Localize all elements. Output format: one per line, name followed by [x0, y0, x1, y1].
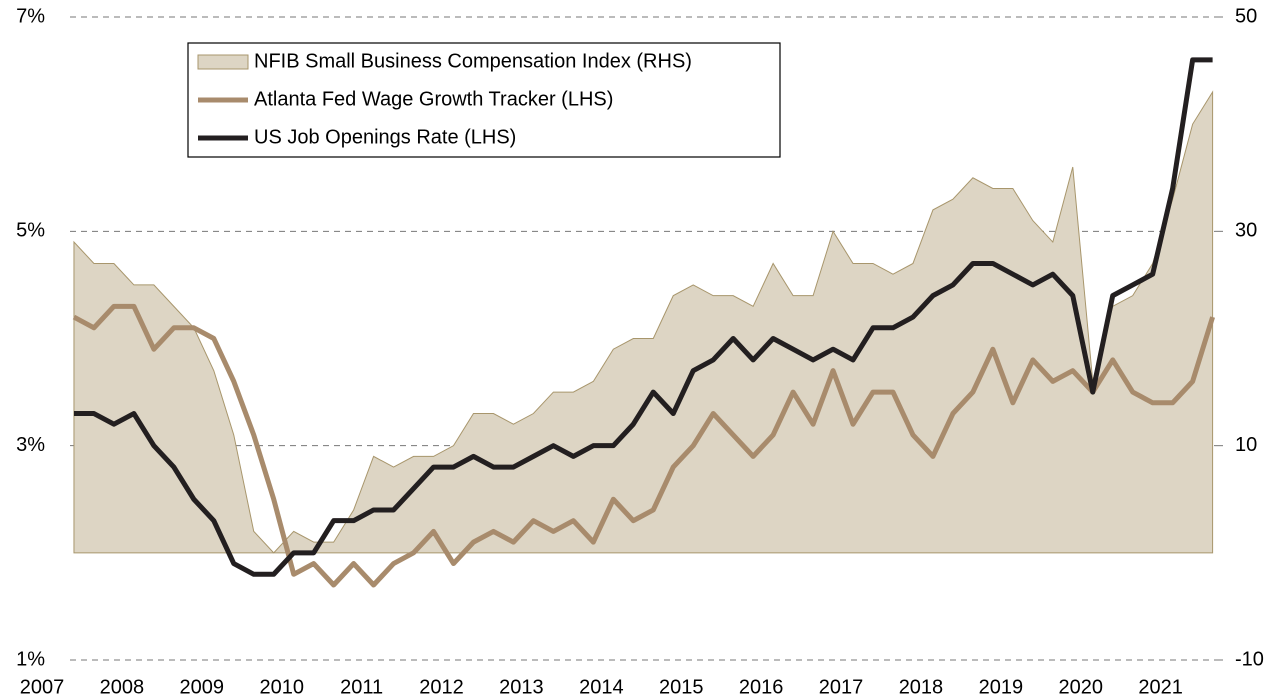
x-tick-label: 2010: [259, 676, 304, 698]
x-tick-label: 2021: [1138, 676, 1183, 698]
area: [73, 90, 1214, 554]
x-tick-label: 2015: [659, 676, 704, 698]
legend-label: Atlanta Fed Wage Growth Tracker (LHS): [254, 88, 613, 110]
x-tick-label: 2019: [979, 676, 1024, 698]
x-tick-label: 2017: [819, 676, 864, 698]
legend-label: US Job Openings Rate (LHS): [254, 126, 516, 148]
line: [72, 303, 1215, 588]
y2-tick-label: 50: [1235, 5, 1257, 27]
x-tick-label: 2011: [340, 676, 383, 698]
y2-tick-label: 30: [1235, 220, 1257, 242]
x-tick-label: 2007: [20, 676, 65, 698]
y-tick-label: 3%: [16, 434, 45, 456]
y-tick-label: 1%: [16, 648, 45, 670]
legend-box: [187, 42, 781, 158]
y2-tick-label: -10: [1235, 648, 1264, 670]
x-tick-label: 2014: [579, 676, 624, 698]
y-tick-label: 5%: [16, 220, 45, 242]
x-tick-label: 2013: [499, 676, 544, 698]
legend-label: NFIB Small Business Compensation Index (…: [254, 50, 692, 72]
legend-swatch: [197, 54, 249, 70]
x-tick-label: 2008: [100, 676, 145, 698]
y-tick-label: 7%: [16, 5, 45, 27]
x-tick-label: 2018: [899, 676, 944, 698]
x-tick-label: 2009: [180, 676, 225, 698]
x-tick-label: 2016: [739, 676, 784, 698]
x-tick-label: 2020: [1059, 676, 1104, 698]
x-tick-label: 2012: [419, 676, 464, 698]
line: [73, 57, 1213, 577]
y2-tick-label: 10: [1235, 434, 1257, 456]
